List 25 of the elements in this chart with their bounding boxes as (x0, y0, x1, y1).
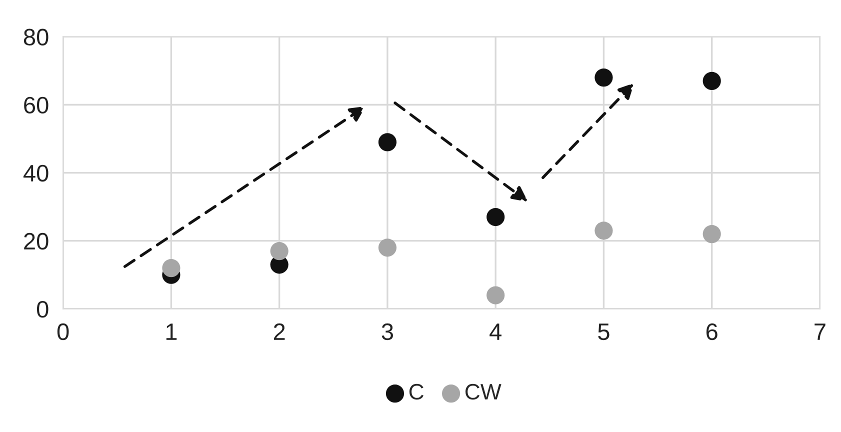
point (162, 259, 180, 278)
x-tick-label: 1 (166, 324, 177, 340)
point (702, 224, 721, 244)
x-tick-label: 0 (57, 323, 69, 340)
point (270, 242, 288, 260)
legend-label: C (409, 384, 424, 400)
y-tick-label: 60 (24, 96, 48, 114)
x-tick-label: 3 (382, 323, 393, 340)
y-tick-label: 80 (24, 28, 48, 46)
point (594, 68, 613, 87)
y-tick-label: 40 (23, 164, 48, 182)
point (486, 208, 505, 226)
point (702, 72, 721, 90)
x-tick-label: 6 (706, 323, 718, 340)
x-tick-label: 4 (490, 324, 502, 340)
point (378, 133, 397, 152)
y-tick-label: 0 (36, 300, 48, 318)
point (486, 286, 505, 304)
legend-label: CW (466, 384, 502, 400)
y-tick-label: 20 (24, 232, 48, 250)
x-tick-label: 2 (274, 323, 285, 340)
x-tick-label: 7 (814, 324, 826, 340)
point (378, 238, 397, 257)
x-tick-label: 5 (598, 324, 610, 340)
point (594, 222, 613, 240)
